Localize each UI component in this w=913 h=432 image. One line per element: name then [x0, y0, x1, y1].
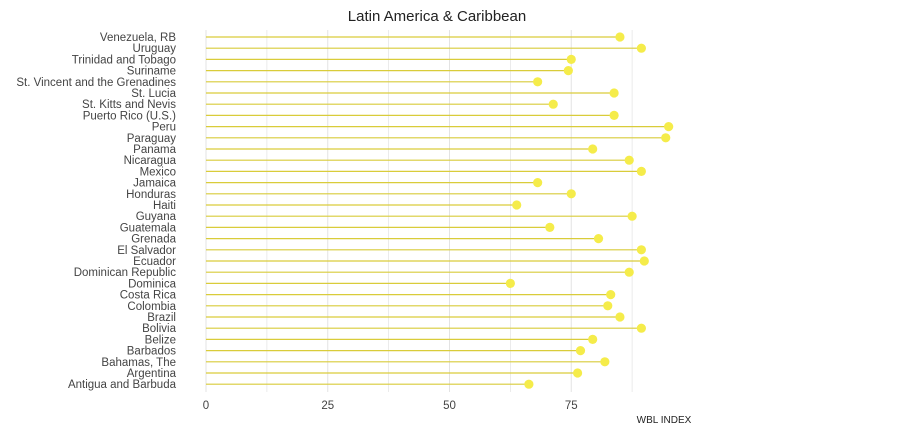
category-label: Haiti: [153, 200, 176, 212]
data-point: [603, 301, 613, 311]
category-label: Brazil: [147, 312, 176, 324]
category-label: Venezuela, RB: [100, 32, 176, 44]
data-point: [615, 32, 625, 42]
category-label: Honduras: [126, 189, 176, 201]
data-point: [636, 323, 646, 333]
x-tick-label: 25: [321, 400, 334, 412]
category-label: Bolivia: [142, 323, 176, 335]
category-label: Paraguay: [127, 133, 176, 145]
category-label: Dominican Republic: [74, 267, 177, 279]
x-tick-label: 0: [203, 400, 209, 412]
data-point: [624, 155, 634, 165]
data-point: [575, 346, 586, 356]
data-point: [533, 77, 543, 87]
category-label: St. Lucia: [131, 88, 176, 100]
category-label: St. Kitts and Nevis: [82, 99, 176, 111]
category-label: Bahamas, The: [101, 357, 176, 369]
category-label: Grenada: [131, 234, 176, 246]
data-point: [609, 110, 619, 120]
data-point: [609, 88, 619, 98]
category-label: Dominica: [128, 278, 177, 290]
data-point: [639, 256, 649, 266]
category-label: Antigua and Barbuda: [68, 379, 177, 391]
data-point: [636, 43, 646, 53]
data-point: [566, 189, 576, 199]
data-point: [661, 133, 671, 143]
data-point: [545, 222, 555, 232]
data-point: [624, 267, 634, 277]
data-point: [548, 99, 558, 109]
category-label: Belize: [145, 334, 176, 346]
data-point: [606, 290, 616, 300]
data-point: [588, 334, 598, 344]
data-point: [600, 357, 610, 367]
data-point: [627, 211, 637, 221]
data-point: [524, 379, 534, 389]
category-label: Puerto Rico (U.S.): [83, 110, 176, 122]
category-label: Colombia: [127, 301, 176, 313]
data-point: [572, 368, 583, 378]
data-point: [615, 312, 625, 322]
category-label: Peru: [152, 122, 176, 134]
x-tick-labels: 0 25 50 75: [203, 400, 578, 412]
category-label: St. Vincent and the Grenadines: [16, 77, 176, 89]
data-point: [593, 234, 604, 244]
category-label: Ecuador: [133, 256, 176, 268]
category-label: Suriname: [127, 66, 176, 78]
data-point: [636, 245, 646, 255]
chart-title: Latin America & Caribbean: [348, 8, 526, 25]
x-tick-label: 75: [565, 400, 578, 412]
data-point: [505, 278, 515, 288]
category-label: El Salvador: [117, 245, 176, 257]
category-label: Costa Rica: [120, 290, 177, 302]
data-point: [566, 54, 576, 64]
data-point: [588, 144, 598, 154]
category-label: Mexico: [140, 166, 176, 178]
data-point: [636, 166, 646, 176]
category-label: Panama: [133, 144, 176, 156]
category-label: Uruguay: [133, 43, 177, 55]
category-label: Trinidad and Tobago: [72, 54, 176, 66]
x-tick-label: 50: [443, 400, 456, 412]
data-point: [664, 122, 674, 132]
grid-lines: [205, 30, 633, 392]
category-label: Guatemala: [120, 222, 177, 234]
category-label: Guyana: [136, 211, 177, 223]
data-point: [512, 200, 522, 210]
category-label: Argentina: [127, 368, 177, 380]
category-label: Barbados: [127, 346, 176, 358]
lollipop-stems: [206, 36, 669, 385]
lollipop-dots: [505, 32, 674, 389]
category-label: Nicaragua: [124, 155, 177, 167]
category-label: Jamaica: [133, 178, 176, 190]
data-point: [533, 178, 543, 188]
x-axis-label: WBL INDEX: [637, 415, 692, 426]
data-point: [563, 66, 573, 76]
